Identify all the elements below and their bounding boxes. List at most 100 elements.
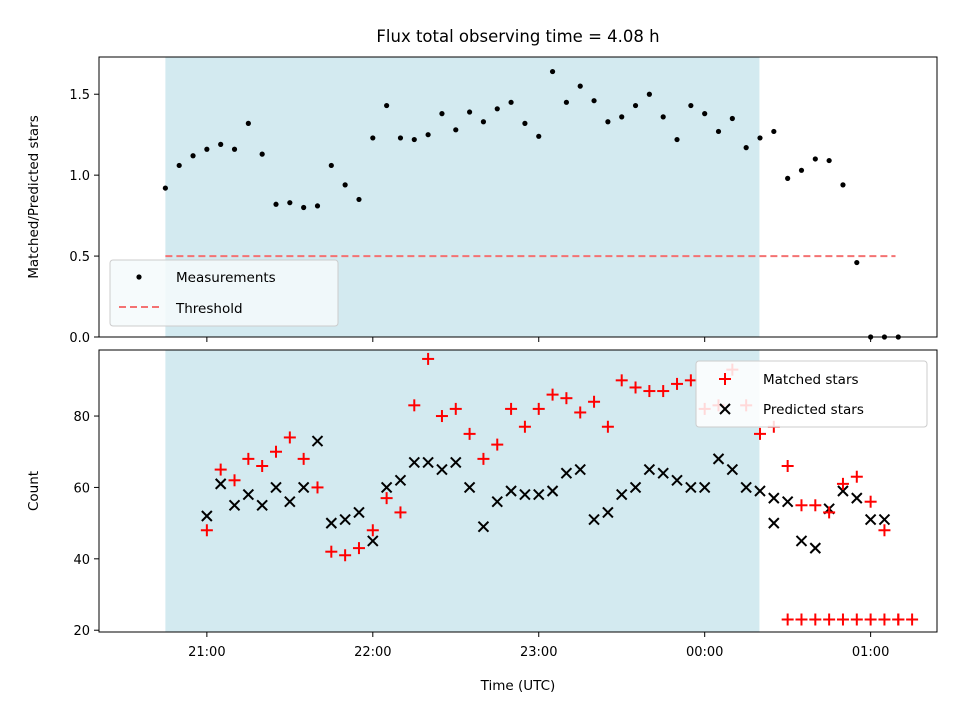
matched-star-point — [781, 613, 794, 626]
matched-star-point — [214, 463, 227, 476]
measurement-point — [218, 141, 224, 147]
matched-star-point — [560, 392, 573, 405]
predicted-star-point — [851, 492, 863, 504]
bottom-axis-ticks: 20 40 60 80 21:00 22:00 23:00 00:00 01:00 — [73, 410, 889, 660]
measurement-point — [785, 175, 791, 181]
matched-star-point — [864, 613, 877, 626]
matched-star-point — [906, 613, 919, 626]
bottom-legend: Matched stars Predicted stars — [695, 360, 928, 428]
measurement-point — [632, 102, 639, 109]
measurement-point — [771, 128, 777, 135]
measurement-point — [591, 98, 597, 104]
top-axis-ticks: 0.0 0.5 1.0 1.5 — [69, 88, 872, 346]
x-tick-label: 22:00 — [354, 645, 391, 660]
measurement-point — [563, 99, 570, 105]
predicted-star-point — [256, 499, 268, 511]
measurement-point — [729, 115, 735, 122]
measurement-point — [425, 132, 431, 138]
bottom-y-tick-label: 80 — [73, 410, 90, 425]
matched-star-point — [823, 506, 836, 519]
predicted-star-point — [616, 488, 628, 501]
measurement-point — [536, 133, 542, 139]
top-y-tick-label: 1.0 — [69, 169, 90, 184]
measurement-point — [619, 114, 625, 120]
bottom-plot-frame — [98, 349, 938, 633]
predicted-star-point — [284, 496, 296, 508]
measurement-point — [287, 200, 293, 206]
measurement-point — [204, 146, 210, 152]
predicted-star-point — [311, 435, 324, 447]
matched-star-point — [505, 402, 518, 415]
x-tick-label: 00:00 — [686, 645, 723, 660]
bottom-star-points — [200, 352, 919, 626]
predicted-star-point — [546, 485, 559, 497]
predicted-star-point — [809, 542, 822, 554]
matched-star-point — [242, 452, 255, 465]
measurement-point — [176, 162, 182, 169]
matched-star-point — [781, 460, 794, 473]
matched-star-point — [366, 524, 379, 537]
top-panel: 0.0 0.5 1.0 1.5 Matched/Predicted stars Mea… — [26, 56, 938, 346]
predicted-star-point — [353, 506, 365, 519]
matched-star-point — [795, 613, 808, 626]
measurement-point — [702, 111, 708, 117]
chart-title: Flux total observing time = 4.08 h — [376, 27, 659, 46]
matched-star-point — [601, 420, 614, 433]
predicted-star-point — [201, 510, 213, 522]
measurement-point — [688, 102, 694, 109]
predicted-star-point — [864, 513, 877, 526]
measurement-point — [245, 120, 251, 126]
matched-star-point — [850, 470, 863, 483]
measurement-point — [301, 204, 307, 211]
measurement-point — [162, 185, 168, 191]
measurement-point — [577, 83, 583, 89]
measurement-point — [646, 91, 652, 97]
legend-x-marker — [719, 403, 731, 415]
measurement-point — [356, 196, 362, 203]
measurement-point — [370, 135, 376, 141]
predicted-star-point — [477, 520, 490, 533]
predicted-star-point — [297, 481, 310, 494]
bottom-y-tick-label: 60 — [73, 481, 90, 496]
legend-plus-marker — [719, 373, 731, 385]
matched-star-point — [394, 506, 407, 519]
predicted-star-point — [588, 513, 600, 526]
predicted-star-point — [560, 467, 573, 479]
matched-star-point — [256, 460, 269, 473]
predicted-star-point — [643, 463, 656, 476]
matched-star-point — [657, 385, 670, 398]
predicted-star-point — [837, 485, 849, 497]
bottom-y-tick-label: 20 — [73, 624, 90, 639]
measurement-point — [840, 182, 846, 188]
predicted-star-point — [740, 481, 752, 494]
bottom-legend-box — [695, 360, 928, 428]
matched-star-point — [836, 477, 849, 490]
matched-star-point — [380, 492, 393, 505]
matched-star-point — [892, 613, 905, 626]
matched-star-point — [518, 420, 531, 433]
x-tick-label: 21:00 — [188, 645, 225, 660]
measurement-point — [743, 145, 749, 151]
measurement-point — [549, 68, 556, 75]
measurement-point — [411, 136, 417, 143]
predicted-star-point — [422, 456, 434, 469]
matched-star-point — [878, 613, 891, 626]
matched-star-point — [684, 374, 697, 387]
measurement-point — [466, 109, 473, 115]
measurement-point — [812, 156, 818, 162]
matched-star-point — [422, 352, 435, 365]
predicted-star-point — [726, 463, 739, 476]
measurement-point — [328, 162, 334, 169]
predicted-star-point — [367, 535, 379, 547]
matched-star-point — [850, 613, 863, 626]
predicted-star-point — [505, 485, 517, 497]
measurement-point — [854, 259, 860, 266]
matched-star-point — [325, 545, 338, 558]
bottom-y-tick-label: 40 — [73, 553, 90, 568]
top-measurement-points — [162, 68, 901, 340]
x-tick-label: 01:00 — [852, 645, 889, 660]
matched-star-point — [449, 402, 462, 415]
matched-star-point — [795, 499, 808, 512]
legend-predicted-label: Predicted stars — [763, 402, 864, 418]
